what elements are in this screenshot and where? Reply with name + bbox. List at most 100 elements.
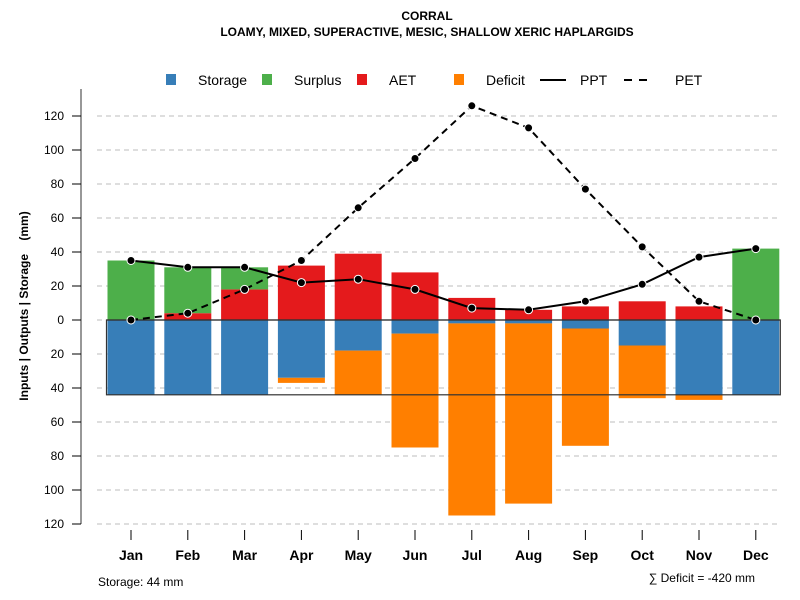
y-axis-label: Inputs | Outputs | Storage (mm) <box>17 211 31 400</box>
y-tick-label: 60 <box>51 211 65 225</box>
legend-swatch-surplus <box>262 74 272 85</box>
deficit-bar <box>391 333 439 448</box>
storage-bar <box>334 320 382 351</box>
y-tick-label: 20 <box>51 279 65 293</box>
legend-label-storage: Storage <box>198 72 247 88</box>
ppt-point <box>694 252 704 262</box>
pet-point <box>751 315 761 325</box>
surplus-bar <box>221 267 269 290</box>
pet-point <box>694 296 704 306</box>
y-tick-label: 60 <box>51 415 65 429</box>
storage-bar <box>618 320 666 346</box>
storage-bar <box>505 320 553 324</box>
aet-bar <box>391 272 439 320</box>
y-axis: 120 100 80 60 40 20 0 20 40 60 80 100 120 <box>44 89 82 531</box>
x-tick-label: May <box>345 547 372 563</box>
y-tick-label: 40 <box>51 245 65 259</box>
x-tick-label: Aug <box>515 547 542 563</box>
aet-bar <box>561 306 609 320</box>
ppt-point <box>410 284 420 294</box>
pet-point <box>410 154 420 163</box>
x-tick-label: Dec <box>743 547 769 563</box>
ppt-point <box>637 279 647 289</box>
pet-point <box>126 315 136 325</box>
aet-bar <box>675 306 723 320</box>
deficit-bar <box>277 377 325 383</box>
y-tick-label: 80 <box>51 449 65 463</box>
x-tick-label: Feb <box>175 547 200 563</box>
ppt-point <box>126 256 136 265</box>
chart-subtitle: LOAMY, MIXED, SUPERACTIVE, MESIC, SHALLO… <box>220 25 633 39</box>
surplus-bar <box>164 267 212 314</box>
bars <box>107 248 780 516</box>
y-tick-label: 120 <box>44 109 64 123</box>
y-tick-label: 120 <box>44 517 64 531</box>
ppt-point <box>296 278 306 288</box>
lines <box>126 101 761 325</box>
legend-label-ppt: PPT <box>580 72 608 88</box>
ppt-point <box>240 262 250 272</box>
legend-label-surplus: Surplus <box>294 72 341 88</box>
deficit-bar <box>561 328 609 446</box>
reference-lines <box>105 319 781 396</box>
deficit-bar <box>334 350 382 395</box>
storage-bar <box>221 320 269 395</box>
y-tick-label: 0 <box>57 313 64 327</box>
y-tick-label: 40 <box>51 381 65 395</box>
ppt-point <box>751 244 761 254</box>
pet-point <box>296 256 306 265</box>
x-axis: Jan Feb Mar Apr May Jun Jul Aug Sep Oct Nov Dec <box>119 530 769 563</box>
storage-bar <box>448 320 496 324</box>
aet-bar <box>221 289 269 320</box>
x-tick-label: Oct <box>631 547 655 563</box>
deficit-bar <box>675 394 723 400</box>
x-tick-label: Nov <box>686 547 713 563</box>
x-tick-label: Sep <box>573 547 599 563</box>
surplus-bar <box>732 248 780 320</box>
pet-line <box>130 104 757 321</box>
aet-bar <box>277 265 325 320</box>
chart-title: CORRAL <box>401 9 452 23</box>
aet-bar <box>618 301 666 320</box>
x-tick-label: Jun <box>403 547 428 563</box>
x-tick-label: Mar <box>232 547 257 563</box>
ppt-point <box>580 296 590 306</box>
aet-bar <box>505 309 553 320</box>
deficit-bar <box>505 323 553 504</box>
deficit-bar <box>618 345 666 399</box>
ppt-point <box>183 262 193 272</box>
ppt-point <box>353 274 363 284</box>
x-tick-label: Apr <box>289 547 314 563</box>
y-tick-label: 80 <box>51 177 65 191</box>
storage-bar <box>675 320 723 395</box>
legend-label-aet: AET <box>389 72 417 88</box>
pet-point <box>524 123 534 133</box>
y-tick-label: 100 <box>44 143 64 157</box>
legend-swatch-deficit <box>454 74 464 85</box>
pet-point <box>240 284 250 294</box>
legend-swatch-aet <box>357 74 367 85</box>
y-tick-label: 100 <box>44 483 64 497</box>
x-tick-label: Jul <box>462 547 482 563</box>
pet-point <box>467 101 477 111</box>
storage-bar <box>107 320 155 395</box>
surplus-bar <box>107 260 155 320</box>
storage-bar <box>277 320 325 378</box>
deficit-note: ∑ Deficit = -420 mm <box>649 571 755 585</box>
ppt-point <box>467 303 477 313</box>
storage-bar <box>391 320 439 334</box>
legend-swatch-storage <box>166 74 176 85</box>
legend-label-pet: PET <box>675 72 703 88</box>
storage-bar <box>164 320 212 395</box>
storage-capacity-frame <box>105 319 781 396</box>
ppt-line <box>130 247 756 311</box>
storage-bar <box>732 320 780 395</box>
pet-point <box>637 242 647 252</box>
x-tick-label: Jan <box>119 547 143 563</box>
storage-note: Storage: 44 mm <box>98 575 183 589</box>
storage-bar <box>561 320 609 329</box>
pet-point <box>580 184 590 194</box>
y-tick-label: 20 <box>51 347 65 361</box>
aet-bar <box>334 253 382 320</box>
